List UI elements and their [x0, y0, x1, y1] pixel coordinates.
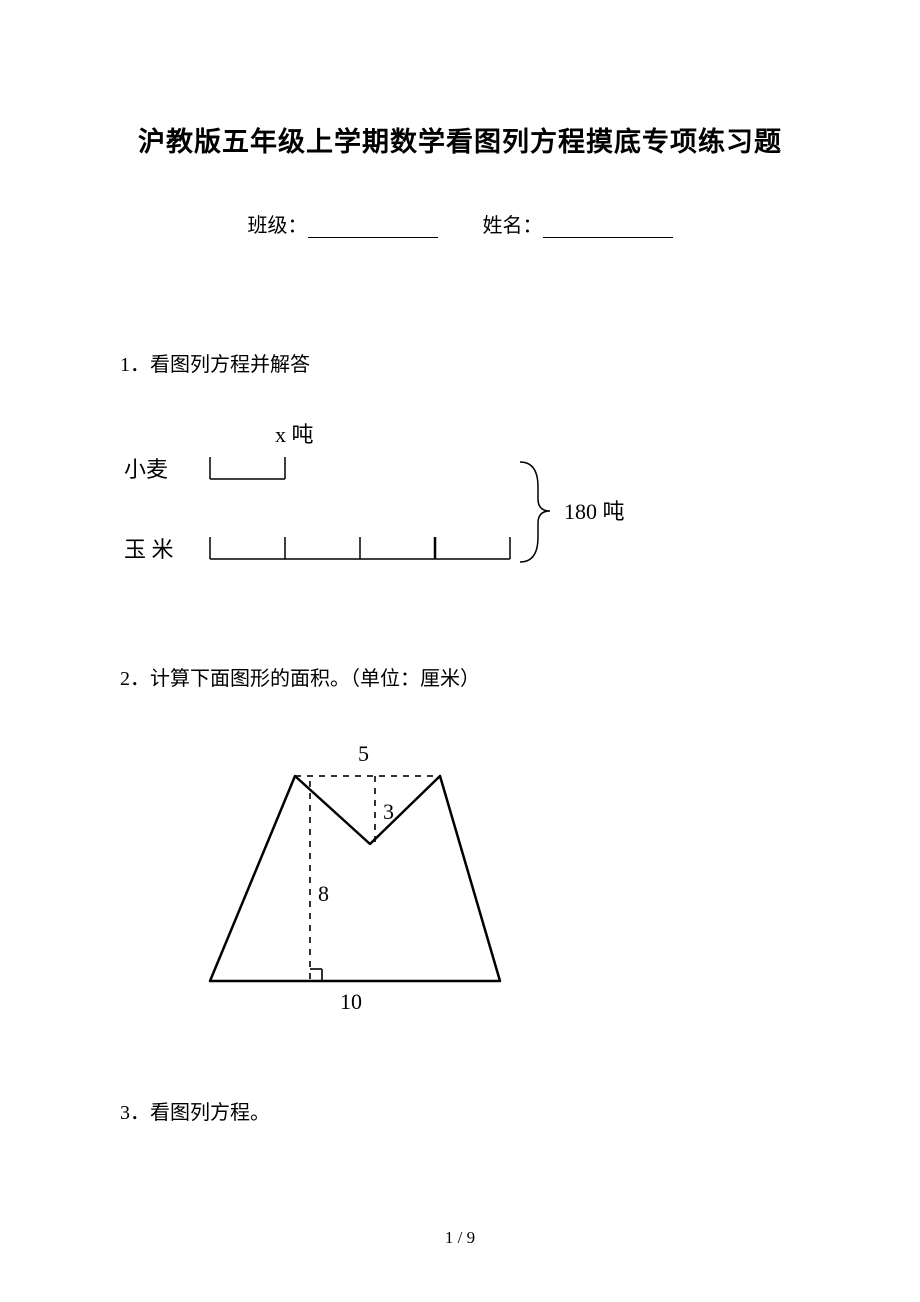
corn-label: 玉 米 — [124, 537, 174, 562]
label-8: 8 — [318, 881, 329, 906]
label-10: 10 — [340, 989, 362, 1014]
right-angle-icon — [310, 969, 322, 981]
q2-figure: 5 3 8 10 — [180, 731, 800, 1026]
corn-bar — [210, 537, 510, 559]
brace-icon — [520, 462, 550, 562]
geometry-shape: 5 3 8 10 — [180, 731, 540, 1021]
question-1: 1．看图列方程并解答 — [120, 348, 800, 377]
wheat-bar — [210, 457, 285, 479]
q3-text: 看图列方程。 — [150, 1102, 270, 1124]
q1-figure: x 吨 小麦 玉 米 180 吨 — [120, 417, 800, 592]
q1-number: 1． — [120, 354, 150, 376]
wheat-label: 小麦 — [124, 457, 168, 482]
form-fields: 班级： 姓名： — [120, 209, 800, 238]
page-title: 沪教版五年级上学期数学看图列方程摸底专项练习题 — [120, 120, 800, 159]
bar-diagram: x 吨 小麦 玉 米 180 吨 — [120, 417, 680, 587]
class-label: 班级： — [248, 209, 308, 238]
page-total: 9 — [467, 1228, 476, 1247]
shape-outline — [210, 776, 500, 981]
name-blank[interactable] — [543, 216, 673, 238]
q2-number: 2． — [120, 668, 150, 690]
page-sep: / — [453, 1228, 466, 1247]
label-5: 5 — [358, 741, 369, 766]
class-blank[interactable] — [308, 216, 438, 238]
q1-text: 看图列方程并解答 — [150, 354, 310, 376]
page-number: 1 / 9 — [0, 1228, 920, 1248]
name-label: 姓名： — [483, 209, 543, 238]
question-3: 3．看图列方程。 — [120, 1096, 800, 1125]
q2-text: 计算下面图形的面积。（单位：厘米） — [150, 668, 480, 690]
q3-number: 3． — [120, 1102, 150, 1124]
label-3: 3 — [383, 799, 394, 824]
x-label: x 吨 — [275, 422, 314, 447]
question-2: 2．计算下面图形的面积。（单位：厘米） — [120, 662, 800, 691]
total-label: 180 吨 — [564, 499, 625, 524]
